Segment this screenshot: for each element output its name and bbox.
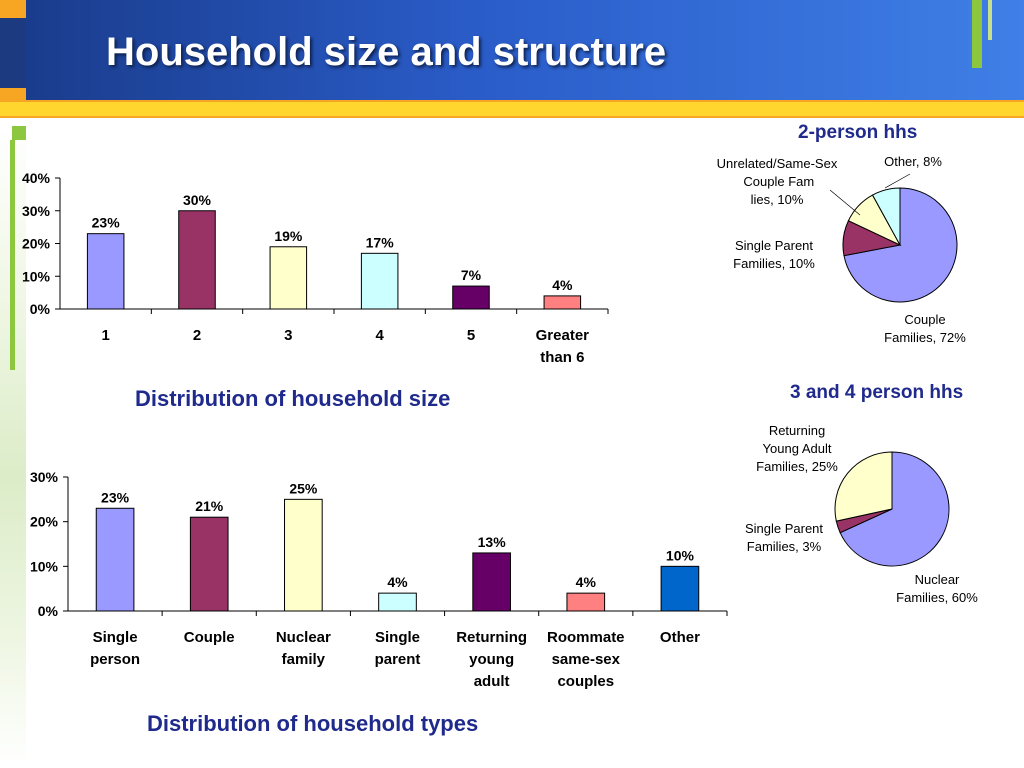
left-decor-green-line — [10, 140, 15, 370]
two-person-pie-chart: Couple Families, 72% Single Parent Families… — [717, 154, 967, 345]
pie-label: Single Parent Families, 3% — [745, 521, 823, 554]
pie-label: Other, 8% — [884, 154, 942, 169]
bar — [269, 246, 308, 310]
bar-value-label: 19% — [274, 228, 303, 244]
bar — [566, 592, 606, 612]
header-green-accent — [972, 0, 982, 68]
x-tick-label: 1 — [101, 327, 109, 344]
bar-value-label: 10% — [666, 547, 695, 563]
bar-value-label: 21% — [195, 498, 224, 514]
bar-value-label: 7% — [461, 267, 482, 283]
household-types-chart-title: Distribution of household types — [147, 711, 479, 736]
x-tick-label: Couple — [184, 629, 235, 646]
y-tick-label: 40% — [22, 170, 51, 186]
bar-value-label: 23% — [92, 215, 121, 231]
bar — [660, 565, 700, 612]
x-tick-label: Greater than 6 — [536, 327, 590, 366]
three-four-person-pie-title: 3 and 4 person hhs — [790, 382, 964, 403]
bar — [472, 552, 511, 612]
y-tick-label: 30% — [22, 203, 51, 219]
y-tick-label: 10% — [22, 268, 51, 284]
x-tick-label: Returning young adult — [456, 629, 527, 690]
bar — [86, 233, 125, 310]
bar-value-label: 13% — [478, 534, 507, 550]
household-types-chart: 0% 10% 20% 30% 23% Single person 21% Couple 25% Nu… — [30, 469, 728, 690]
bar — [189, 516, 229, 612]
bar — [543, 295, 582, 310]
three-four-person-pie-chart: Nuclear Families, 60% Single Parent Familie… — [745, 423, 978, 605]
x-tick-label: 2 — [193, 327, 201, 344]
bar — [284, 498, 323, 612]
x-tick-label: Roommate same-sex couples — [547, 629, 625, 690]
two-person-pie-title: 2-person hhs — [798, 122, 918, 143]
pie-label: Couple Families, 72% — [884, 312, 966, 345]
bar — [452, 285, 490, 310]
pie-leader-line — [829, 189, 861, 216]
bar-value-label: 4% — [552, 277, 573, 293]
pie-label: Unrelated/Same-Sex Couple Fam lies, 10% — [717, 156, 838, 207]
bar — [95, 507, 135, 612]
x-tick-label: 3 — [284, 327, 292, 344]
pie-label: Nuclear Families, 60% — [896, 572, 978, 605]
x-tick-label: Single parent — [375, 629, 421, 668]
pie-label: Single Parent Families, 10% — [733, 238, 815, 271]
y-tick-label: 20% — [22, 236, 51, 252]
pie-slice — [871, 187, 901, 246]
bar-value-label: 4% — [387, 574, 408, 590]
bar-value-label: 17% — [366, 234, 395, 250]
household-size-chart: 0% 10% 20% 30% 40% 23% 1 30% 2 19% 3 17% 4 7% 5 4% Great… — [22, 170, 609, 366]
header-dark-block — [0, 18, 26, 88]
y-tick-label: 30% — [30, 469, 59, 485]
bar-value-label: 30% — [183, 192, 212, 208]
x-tick-label: Single person — [90, 629, 140, 668]
pie-leader-line — [884, 173, 911, 189]
x-tick-label: 5 — [467, 327, 475, 344]
pie-slice — [839, 451, 950, 567]
bar — [378, 592, 417, 612]
slide-title: Household size and structure — [106, 30, 667, 74]
y-tick-label: 10% — [30, 558, 59, 574]
left-decor-square — [12, 126, 26, 140]
pie-label: Returning Young Adult Families, 25% — [756, 423, 838, 474]
x-tick-label: Other — [660, 629, 700, 646]
pie-slice — [834, 451, 893, 522]
bar-value-label: 4% — [576, 574, 597, 590]
header-yellow-stripe — [0, 102, 1024, 116]
bar-value-label: 25% — [289, 480, 318, 496]
household-size-chart-title: Distribution of household size — [135, 386, 451, 411]
bar-value-label: 23% — [101, 489, 130, 505]
x-tick-label: Nuclear family — [276, 629, 331, 668]
y-tick-label: 20% — [30, 514, 59, 530]
x-tick-label: 4 — [375, 327, 384, 344]
y-tick-label: 0% — [30, 301, 51, 317]
bar — [178, 210, 216, 310]
header-green-accent-thin — [988, 0, 992, 40]
bar — [360, 252, 399, 310]
header-blue-band — [26, 0, 1024, 100]
y-tick-label: 0% — [38, 603, 59, 619]
